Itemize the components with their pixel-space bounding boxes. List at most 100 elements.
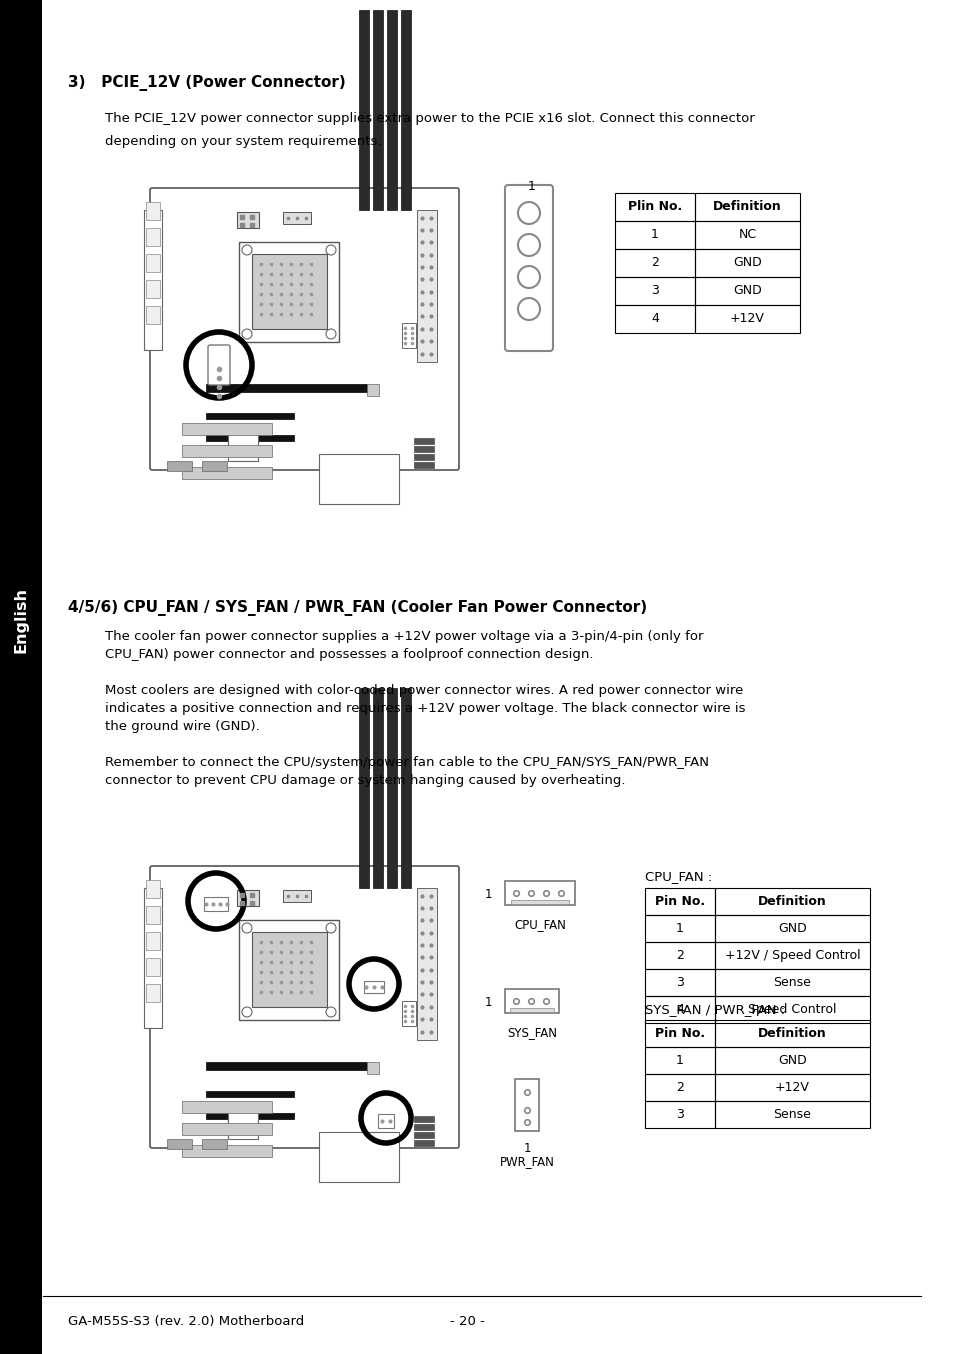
Bar: [358, 9, 369, 210]
Text: 1: 1: [484, 995, 492, 1009]
Text: 1: 1: [676, 922, 683, 936]
Text: 4: 4: [650, 313, 659, 325]
Text: connector to prevent CPU damage or system hanging caused by overheating.: connector to prevent CPU damage or syste…: [105, 774, 625, 787]
Bar: [373, 1003, 382, 1007]
Bar: [615, 249, 695, 278]
FancyBboxPatch shape: [504, 881, 575, 904]
Bar: [167, 1139, 192, 1150]
Text: Pin No.: Pin No.: [655, 895, 704, 909]
Bar: [401, 324, 416, 348]
Bar: [644, 942, 714, 969]
Text: Speed Control: Speed Control: [747, 1003, 836, 1016]
Bar: [414, 462, 434, 468]
Text: GND: GND: [778, 1053, 806, 1067]
Text: 2: 2: [650, 256, 659, 269]
Text: 1: 1: [484, 887, 492, 900]
Bar: [182, 467, 272, 479]
Bar: [373, 325, 382, 329]
Text: +12V: +12V: [774, 1080, 809, 1094]
FancyBboxPatch shape: [208, 345, 230, 385]
Bar: [644, 1047, 714, 1074]
Text: English: English: [13, 588, 29, 653]
Text: 3)   PCIE_12V (Power Connector): 3) PCIE_12V (Power Connector): [68, 74, 345, 91]
Bar: [252, 255, 327, 329]
Bar: [644, 1101, 714, 1128]
Bar: [144, 210, 162, 349]
Text: - 20 -: - 20 -: [449, 1315, 484, 1328]
Text: Definition: Definition: [758, 895, 826, 909]
Bar: [401, 1001, 416, 1026]
Text: The PCIE_12V power connector supplies extra power to the PCIE x16 slot. Connect : The PCIE_12V power connector supplies ex…: [105, 112, 754, 125]
Text: 3: 3: [650, 284, 659, 298]
Text: depending on your system requirements.: depending on your system requirements.: [105, 135, 381, 148]
Bar: [206, 385, 367, 393]
Bar: [387, 1003, 396, 1007]
Bar: [510, 1007, 554, 1011]
Bar: [695, 194, 800, 221]
Text: 3: 3: [676, 976, 683, 988]
Text: 2: 2: [676, 949, 683, 961]
Bar: [387, 325, 396, 329]
Text: Definition: Definition: [758, 1026, 826, 1040]
Bar: [283, 890, 311, 902]
Bar: [400, 9, 411, 210]
Bar: [202, 1139, 227, 1150]
Text: GND: GND: [732, 284, 761, 298]
Bar: [400, 688, 411, 888]
Bar: [202, 460, 227, 471]
Bar: [644, 1020, 714, 1047]
Bar: [373, 9, 382, 210]
Bar: [416, 888, 436, 1040]
Text: Most coolers are designed with color-coded power connector wires. A red power co: Most coolers are designed with color-cod…: [105, 684, 742, 697]
Bar: [644, 997, 714, 1024]
Text: CPU_FAN) power connector and possesses a foolproof connection design.: CPU_FAN) power connector and possesses a…: [105, 649, 593, 661]
Text: Remember to connect the CPU/system/power fan cable to the CPU_FAN/SYS_FAN/PWR_FA: Remember to connect the CPU/system/power…: [105, 756, 708, 769]
FancyBboxPatch shape: [504, 185, 553, 351]
Text: CPU_FAN: CPU_FAN: [514, 918, 565, 932]
Bar: [615, 305, 695, 333]
Bar: [367, 385, 378, 395]
Bar: [318, 1132, 398, 1182]
Bar: [236, 890, 258, 906]
Bar: [644, 1074, 714, 1101]
Bar: [414, 1140, 434, 1145]
Bar: [644, 915, 714, 942]
Bar: [695, 278, 800, 305]
Text: Pin No.: Pin No.: [655, 1026, 704, 1040]
Bar: [146, 959, 160, 976]
Bar: [146, 932, 160, 951]
Text: SYS_FAN: SYS_FAN: [506, 1026, 557, 1039]
Bar: [414, 1124, 434, 1131]
Text: Sense: Sense: [773, 976, 811, 988]
Bar: [695, 305, 800, 333]
Bar: [358, 325, 369, 329]
Bar: [206, 435, 294, 441]
Text: GA-M55S-S3 (rev. 2.0) Motherboard: GA-M55S-S3 (rev. 2.0) Motherboard: [68, 1315, 304, 1328]
Text: 3: 3: [676, 1108, 683, 1121]
Bar: [182, 1145, 272, 1158]
Text: 2: 2: [676, 1080, 683, 1094]
Bar: [206, 413, 294, 418]
Bar: [714, 888, 869, 915]
Text: CPU_FAN :: CPU_FAN :: [644, 871, 712, 883]
Bar: [714, 1020, 869, 1047]
Text: Plin No.: Plin No.: [627, 200, 681, 214]
Text: 1: 1: [650, 229, 659, 241]
Bar: [644, 888, 714, 915]
Bar: [228, 1109, 257, 1139]
Bar: [400, 325, 411, 329]
Bar: [182, 422, 272, 435]
Text: 4: 4: [676, 1003, 683, 1016]
Bar: [414, 437, 434, 444]
Bar: [239, 919, 338, 1020]
Bar: [182, 1122, 272, 1135]
Text: PWR_FAN: PWR_FAN: [499, 1155, 554, 1169]
Text: GND: GND: [778, 922, 806, 936]
Bar: [714, 1101, 869, 1128]
Text: indicates a positive connection and requires a +12V power voltage. The black con: indicates a positive connection and requ…: [105, 701, 744, 715]
Text: Definition: Definition: [713, 200, 781, 214]
Text: 4/5/6) CPU_FAN / SYS_FAN / PWR_FAN (Cooler Fan Power Connector): 4/5/6) CPU_FAN / SYS_FAN / PWR_FAN (Cool…: [68, 600, 646, 616]
Text: 1: 1: [522, 1141, 530, 1155]
Bar: [204, 896, 228, 911]
Bar: [644, 969, 714, 997]
